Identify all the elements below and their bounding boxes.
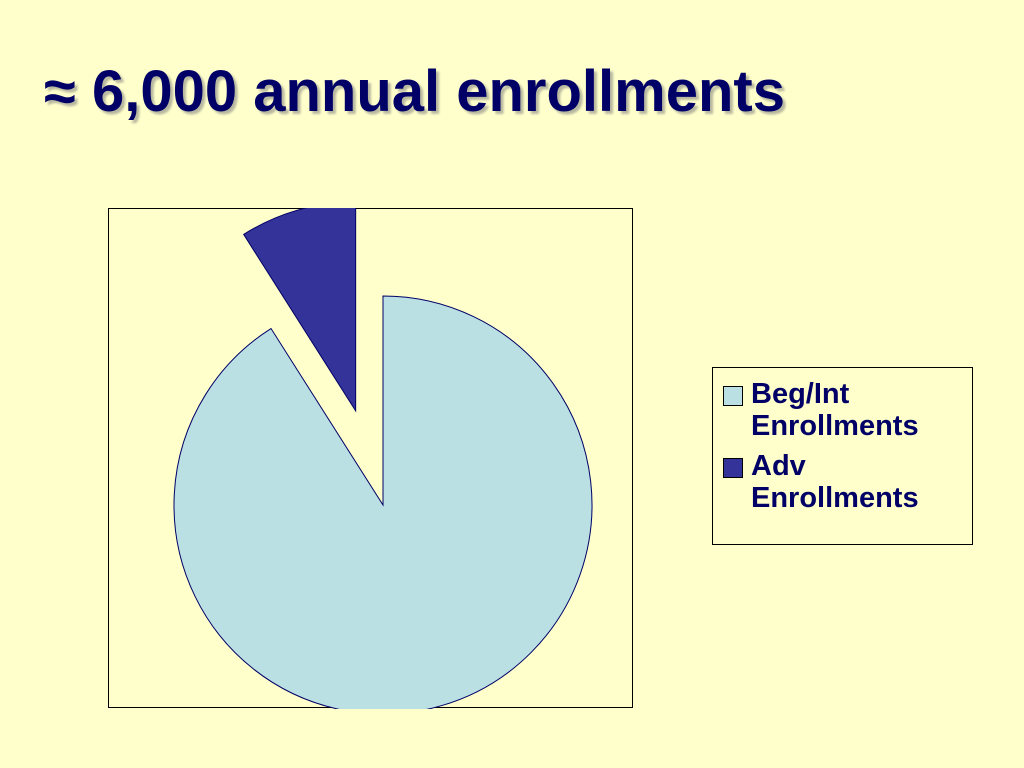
legend-entry: Beg/Int Enrollments — [723, 378, 966, 442]
legend: Beg/Int Enrollments Adv Enrollments — [712, 367, 973, 545]
legend-swatch — [723, 458, 743, 478]
legend-swatch — [723, 386, 743, 406]
legend-entry: Adv Enrollments — [723, 450, 966, 514]
legend-label: Adv Enrollments — [751, 450, 919, 514]
legend-label: Beg/Int Enrollments — [751, 378, 919, 442]
pie-plot — [108, 208, 633, 709]
slide-title: ≈ 6,000 annual enrollments — [44, 59, 785, 124]
pie-slice — [242, 208, 357, 413]
pie-slice — [173, 295, 593, 709]
